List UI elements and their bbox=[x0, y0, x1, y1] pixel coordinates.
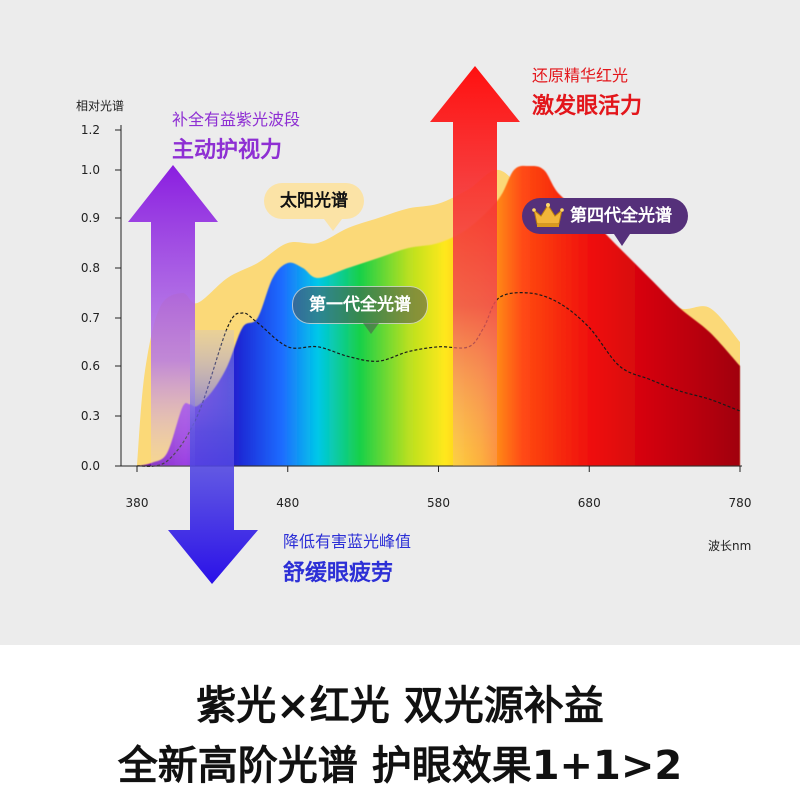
sun-spectrum-bubble: 太阳光谱 bbox=[264, 183, 364, 231]
x-tick-label: 680 bbox=[578, 496, 601, 510]
blue-down-arrow bbox=[168, 330, 258, 584]
purple-callout-big: 主动护视力 bbox=[172, 138, 283, 163]
x-tick-label: 780 bbox=[729, 496, 752, 510]
y-tick-label: 0.8 bbox=[81, 261, 100, 275]
x-tick-label: 480 bbox=[276, 496, 299, 510]
y-tick-label: 1.0 bbox=[81, 163, 100, 177]
blue-callout-big: 舒缓眼疲劳 bbox=[283, 561, 394, 586]
x-tick-label: 380 bbox=[126, 496, 149, 510]
gen4-spectrum-layer bbox=[137, 165, 740, 466]
y-tick-label: 0.0 bbox=[81, 459, 100, 473]
gen4-spectrum-label: 第四代全光谱 bbox=[570, 206, 672, 226]
x-tick-label: 580 bbox=[427, 496, 450, 510]
footer-line-1: 紫光×红光 双光源补益 bbox=[196, 683, 604, 729]
red-callout-small: 还原精华红光 bbox=[532, 66, 629, 85]
gen1-spectrum-layer bbox=[136, 292, 741, 467]
gen1-spectrum-label: 第一代全光谱 bbox=[309, 295, 411, 315]
y-tick-label: 0.9 bbox=[81, 211, 100, 225]
red-up-arrow bbox=[430, 66, 520, 466]
gen4-spectrum-bubble: 第四代全光谱 bbox=[522, 198, 688, 246]
crown-icon bbox=[532, 203, 564, 227]
y-tick-label: 0.6 bbox=[81, 359, 100, 373]
gen1-spectrum-line bbox=[136, 292, 741, 467]
gen4-spectrum-area bbox=[137, 165, 740, 466]
red-callout-big: 激发眼活力 bbox=[532, 94, 643, 119]
y-axis-title: 相对光谱 bbox=[76, 99, 124, 113]
purple-up-arrow bbox=[128, 165, 218, 466]
y-tick-label: 0.3 bbox=[81, 409, 100, 423]
footer-line-2: 全新高阶光谱 护眼效果1+1>2 bbox=[117, 743, 683, 789]
x-ticks: 380 480 580 680 780 bbox=[126, 466, 752, 510]
chart-area: 0.0 0.3 0.6 0.7 0.8 0.9 1.0 1.2 380 480 580 680 780… bbox=[0, 0, 800, 645]
gen1-spectrum-bubble: 第一代全光谱 bbox=[292, 286, 428, 334]
sun-spectrum-label: 太阳光谱 bbox=[280, 191, 348, 211]
y-tick-label: 1.2 bbox=[81, 123, 100, 137]
purple-callout-small: 补全有益紫光波段 bbox=[172, 110, 301, 129]
y-ticks: 0.0 0.3 0.6 0.7 0.8 0.9 1.0 1.2 bbox=[81, 123, 121, 473]
blue-callout-small: 降低有害蓝光峰值 bbox=[283, 532, 412, 551]
spectrum-chart: 0.0 0.3 0.6 0.7 0.8 0.9 1.0 1.2 380 480 580 680 780… bbox=[76, 66, 752, 584]
footer-banner: 紫光×红光 双光源补益 全新高阶光谱 护眼效果1+1>2 bbox=[0, 645, 800, 800]
y-tick-label: 0.7 bbox=[81, 311, 100, 325]
x-axis-title: 波长nm bbox=[708, 539, 751, 553]
